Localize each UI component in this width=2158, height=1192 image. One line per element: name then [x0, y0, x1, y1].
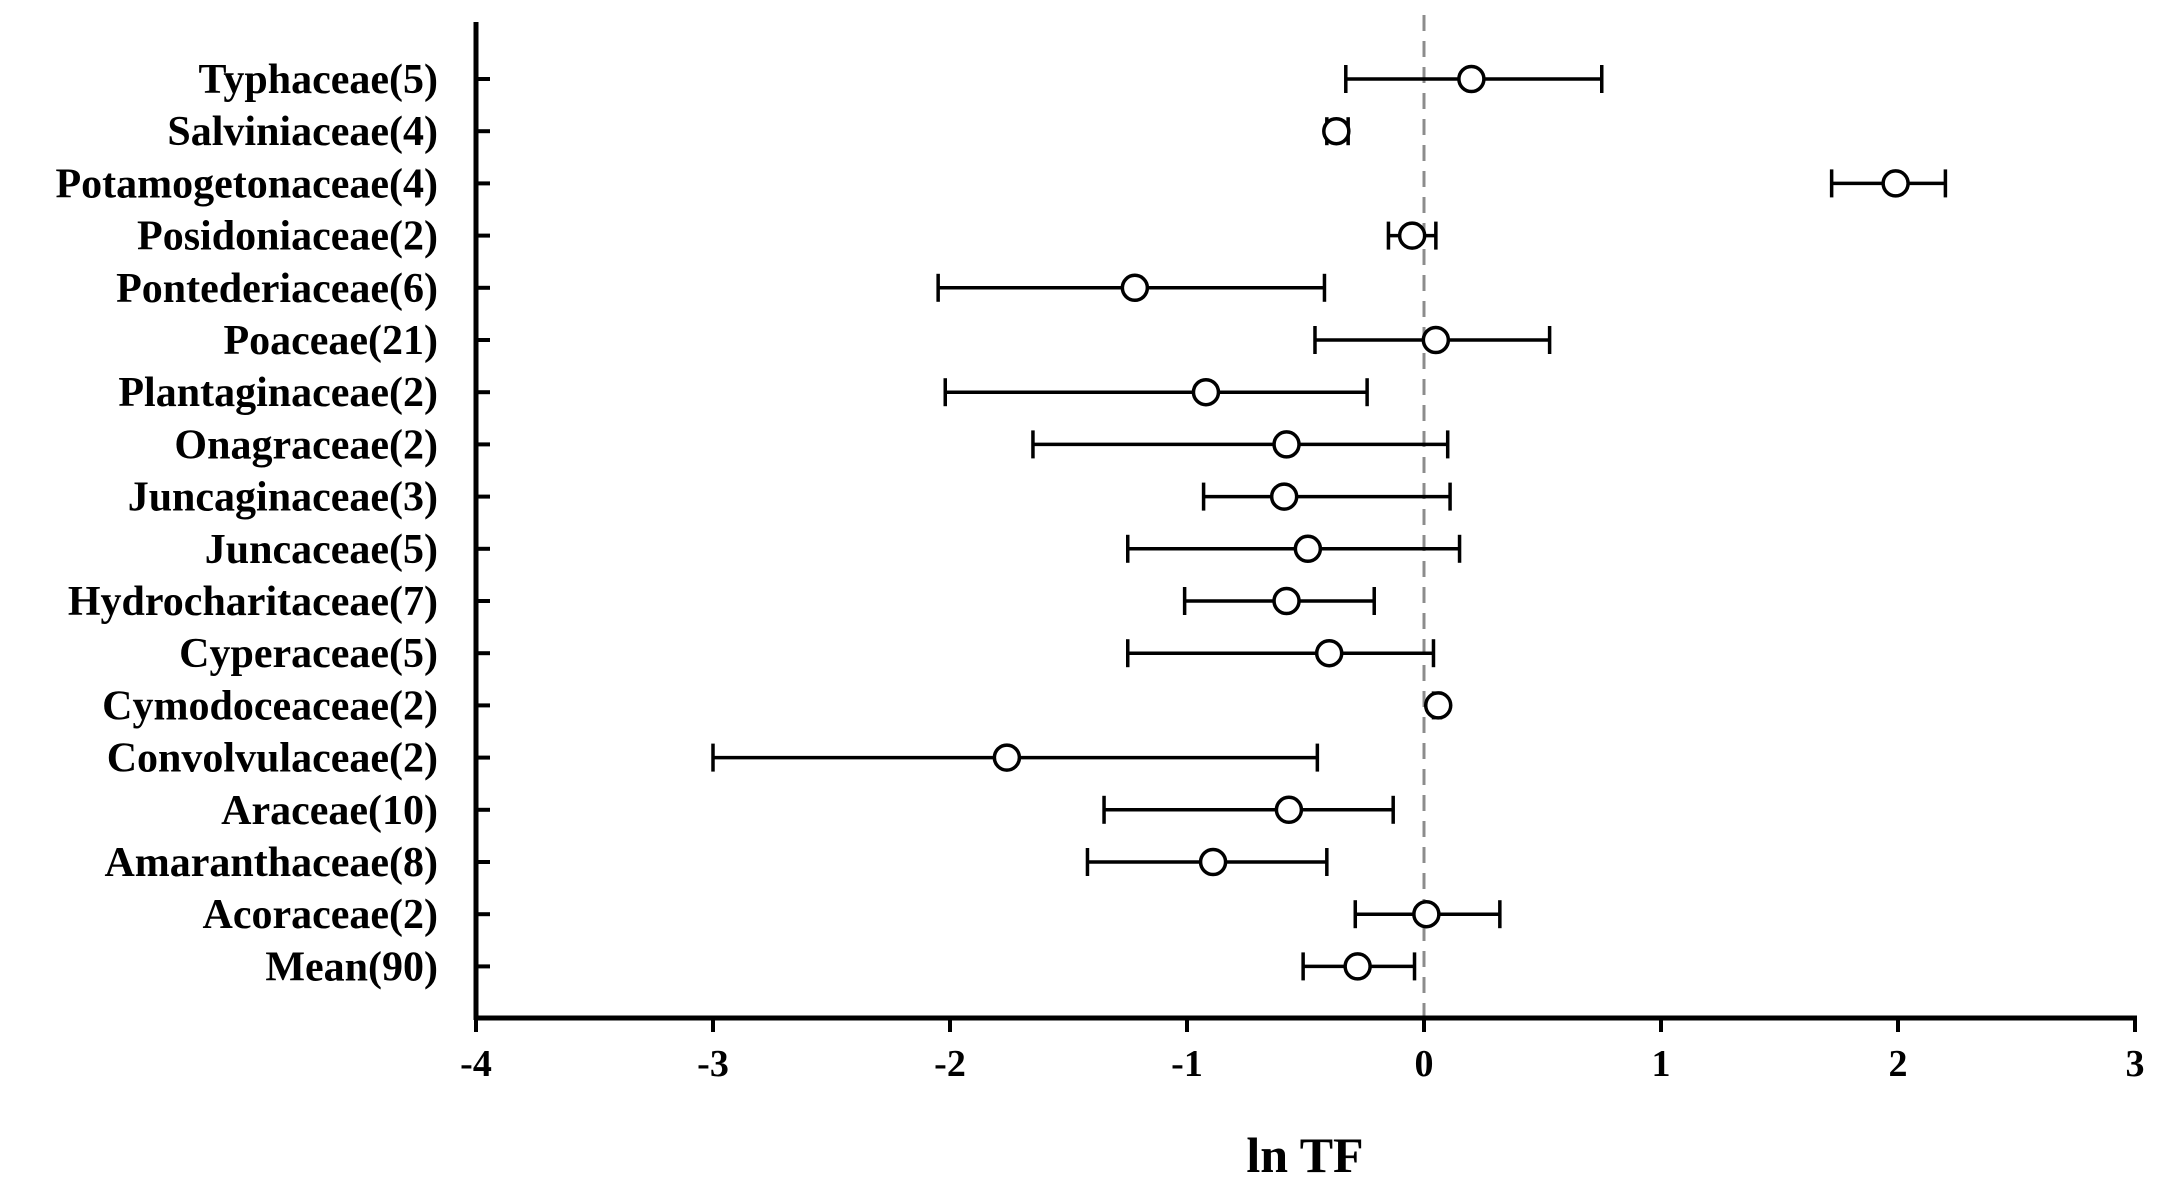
category-label: Potamogetonaceae(4): [55, 161, 438, 207]
category-label: Juncaceae(5): [205, 527, 438, 573]
estimate-point: [1272, 430, 1301, 459]
x-tick-label: 2: [1889, 1043, 1908, 1085]
category-label: Poaceae(21): [223, 318, 438, 364]
x-tick-label: -2: [934, 1043, 966, 1085]
category-label: Araceae(10): [221, 788, 438, 834]
estimate-point: [1343, 952, 1372, 981]
category-label: Acoraceae(2): [202, 892, 438, 938]
estimate-point: [1293, 534, 1323, 564]
estimate-point: [1421, 325, 1451, 355]
x-tick-label: -1: [1171, 1043, 1203, 1085]
category-label: Onagraceae(2): [174, 422, 438, 468]
estimate-point: [992, 743, 1022, 772]
category-label: Salviniaceae(4): [167, 109, 438, 155]
x-tick-label: -4: [460, 1043, 492, 1085]
category-label: Convolvulaceae(2): [107, 736, 438, 782]
category-label: Plantaginaceae(2): [118, 370, 438, 416]
x-tick-label: -3: [697, 1043, 729, 1085]
x-tick-label: 0: [1415, 1043, 1434, 1085]
category-label: Juncaginaceae(3): [128, 475, 438, 521]
estimate-point: [1397, 221, 1427, 250]
category-label: Posidoniaceae(2): [137, 214, 438, 260]
estimate-point: [1191, 377, 1221, 407]
category-label: Typhaceae(5): [198, 57, 438, 103]
estimate-point: [1198, 847, 1228, 877]
estimate-point: [1423, 691, 1453, 720]
category-label: Pontederiaceae(6): [116, 266, 438, 312]
x-tick-label: 1: [1652, 1043, 1671, 1085]
category-label: Amaranthaceae(8): [104, 840, 438, 886]
estimate-point: [1269, 482, 1299, 511]
category-label: Mean(90): [265, 944, 438, 990]
estimate-point: [1272, 586, 1301, 616]
x-tick-label: 3: [2126, 1043, 2145, 1085]
estimate-point: [1314, 638, 1344, 668]
estimate-point: [1274, 795, 1304, 825]
category-label: Cyperaceae(5): [179, 631, 438, 677]
estimate-point: [1412, 899, 1441, 929]
category-label: Cymodoceaceae(2): [102, 683, 438, 729]
estimate-point: [1457, 64, 1486, 94]
x-axis-title: ln TF: [1246, 1127, 1363, 1183]
estimate-point: [1120, 273, 1150, 303]
estimate-point: [1322, 116, 1351, 146]
category-label: Hydrocharitaceae(7): [68, 579, 438, 625]
estimate-point: [1881, 169, 1910, 198]
